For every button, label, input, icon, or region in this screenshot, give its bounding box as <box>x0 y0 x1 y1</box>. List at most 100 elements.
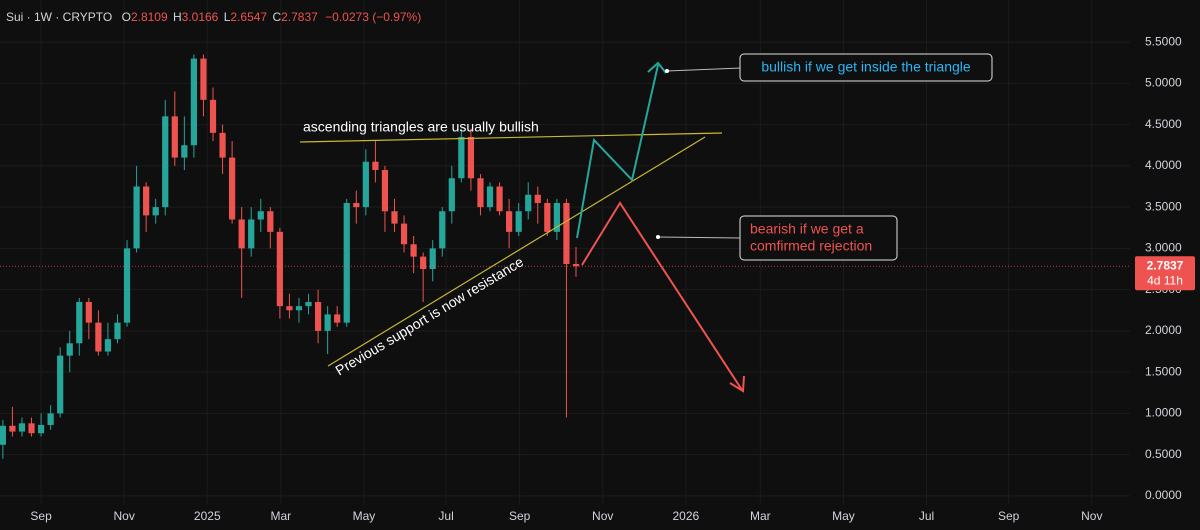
ohlc-value: 2.8109 <box>131 10 168 24</box>
annotation: bullish if we get inside the triangle <box>761 59 971 75</box>
candle-body <box>0 425 6 445</box>
candle-body <box>515 211 522 232</box>
candle-body <box>563 202 570 265</box>
leader-line <box>666 67 742 72</box>
candle-body <box>525 194 532 212</box>
candle-body <box>143 186 150 216</box>
leader-line <box>657 236 741 239</box>
candle-body <box>238 219 245 249</box>
time-axis <box>0 505 1200 530</box>
candle-body <box>123 248 131 323</box>
leader-dot <box>665 69 669 73</box>
candle-body <box>18 423 26 432</box>
candle-body <box>295 306 303 311</box>
candle-body <box>544 202 551 232</box>
candle-body <box>229 157 236 220</box>
candle-body <box>28 423 35 434</box>
ohlc-value: 2.7837 <box>281 10 318 24</box>
candle-body <box>9 425 16 432</box>
candle-body <box>458 136 465 179</box>
symbol: Sui · 1W · CRYPTO <box>6 10 112 24</box>
candle-body <box>276 231 283 307</box>
price-tag <box>1135 256 1195 291</box>
candle-body <box>467 136 475 179</box>
candle-body <box>334 314 341 323</box>
candle-body <box>381 169 389 212</box>
ohlc-label: O <box>122 10 131 24</box>
ohlc-label: C <box>272 10 281 24</box>
countdown: 4d 11h <box>1147 273 1183 287</box>
x-tick-label: 2025 <box>194 509 221 523</box>
y-tick-label: 1.5000 <box>1145 364 1182 378</box>
annotation: ascending triangles are usually bullish <box>303 119 539 135</box>
leader-dot <box>656 235 660 239</box>
candle-body <box>219 132 226 158</box>
candle-body <box>353 202 360 208</box>
y-tick-label: 1.0000 <box>1145 406 1182 420</box>
candle-body <box>104 339 112 352</box>
bearish-path <box>581 201 743 391</box>
ohlc-label: L <box>224 10 231 24</box>
annotation-box <box>739 215 898 261</box>
candle-body <box>343 202 350 323</box>
resistance-line <box>299 132 723 143</box>
y-tick-label: 3.0000 <box>1145 241 1182 255</box>
x-tick-label: May <box>832 509 855 523</box>
candle-body <box>257 211 264 220</box>
x-tick-label: May <box>353 509 376 523</box>
candle-body <box>181 145 188 158</box>
candle-body <box>114 322 121 340</box>
candle-body <box>248 219 255 249</box>
candle-body <box>171 116 178 158</box>
candle-body <box>305 302 312 307</box>
y-tick-label: 0.5000 <box>1145 447 1182 461</box>
ohlc-value: 3.0166 <box>182 10 219 24</box>
candle-body <box>410 244 417 257</box>
candle-body <box>572 263 580 267</box>
ohlc-label: H <box>173 10 182 24</box>
annotation-box <box>739 53 993 82</box>
candle-body <box>190 58 198 146</box>
ohlc-value: 2.6547 <box>230 10 267 24</box>
candle-body <box>47 413 54 425</box>
candle-body <box>314 302 322 331</box>
candle-body <box>37 424 45 434</box>
bullish-path <box>576 64 659 239</box>
candle-body <box>66 343 73 356</box>
x-tick-label: Sep <box>509 509 531 523</box>
x-tick-label: 2026 <box>672 509 699 523</box>
candle-body <box>372 161 379 170</box>
x-tick-label: Nov <box>592 509 613 523</box>
y-tick-label: 3.5000 <box>1145 199 1182 213</box>
candle-body <box>486 186 494 208</box>
y-tick-label: 4.5000 <box>1145 117 1182 131</box>
candle-body <box>477 178 484 208</box>
x-tick-label: Jul <box>919 509 934 523</box>
candle-body <box>152 207 159 216</box>
candle-body <box>506 211 513 232</box>
price-tag-label: 2.7837 <box>1147 258 1184 272</box>
support-line <box>327 136 706 367</box>
x-tick-label: Jul <box>438 509 453 523</box>
x-tick-label: Nov <box>1081 509 1102 523</box>
x-tick-label: Sep <box>30 509 52 523</box>
annotation: comfirmed rejection <box>750 238 872 254</box>
candle-body <box>400 223 408 245</box>
change: −0.0273 (−0.97%) <box>325 10 421 24</box>
candle-body <box>391 211 398 224</box>
candle-body <box>429 248 436 270</box>
bearish-arrowhead <box>729 375 745 393</box>
candle-body <box>553 202 560 232</box>
candle-body <box>95 322 102 352</box>
header: Sui · 1W · CRYPTO O2.8109 H3.0166 L2.654… <box>6 10 421 24</box>
y-tick-label: 2.0000 <box>1145 323 1182 337</box>
y-tick-label: 4.0000 <box>1145 158 1182 172</box>
candle-body <box>496 186 503 212</box>
candle-body <box>200 58 207 100</box>
candle-body <box>362 161 369 208</box>
x-tick-label: Mar <box>270 509 291 523</box>
candles <box>0 54 1130 459</box>
